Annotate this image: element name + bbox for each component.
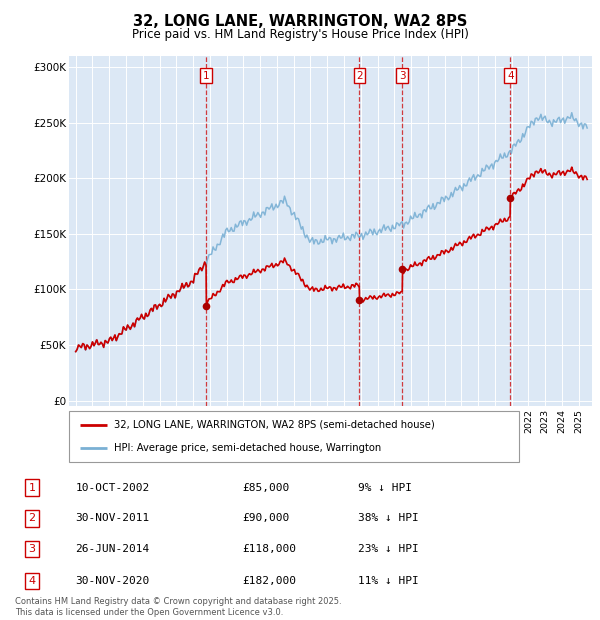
Text: 2: 2 [29, 513, 36, 523]
Text: 3: 3 [29, 544, 35, 554]
Text: 3: 3 [399, 71, 406, 81]
Text: Price paid vs. HM Land Registry's House Price Index (HPI): Price paid vs. HM Land Registry's House … [131, 28, 469, 41]
Text: 30-NOV-2020: 30-NOV-2020 [76, 576, 149, 586]
Text: 2: 2 [356, 71, 363, 81]
Text: £85,000: £85,000 [242, 482, 290, 493]
Text: 4: 4 [507, 71, 514, 81]
Text: 10-OCT-2002: 10-OCT-2002 [76, 482, 149, 493]
Text: 1: 1 [203, 71, 209, 81]
Text: 1: 1 [29, 482, 35, 493]
Text: 38% ↓ HPI: 38% ↓ HPI [358, 513, 418, 523]
Text: £90,000: £90,000 [242, 513, 290, 523]
Text: 32, LONG LANE, WARRINGTON, WA2 8PS: 32, LONG LANE, WARRINGTON, WA2 8PS [133, 14, 467, 29]
Text: £182,000: £182,000 [242, 576, 296, 586]
Text: Contains HM Land Registry data © Crown copyright and database right 2025.
This d: Contains HM Land Registry data © Crown c… [15, 598, 341, 617]
Text: £118,000: £118,000 [242, 544, 296, 554]
Text: 9% ↓ HPI: 9% ↓ HPI [358, 482, 412, 493]
Text: 30-NOV-2011: 30-NOV-2011 [76, 513, 149, 523]
Text: 26-JUN-2014: 26-JUN-2014 [76, 544, 149, 554]
Text: 4: 4 [29, 576, 36, 586]
Text: 11% ↓ HPI: 11% ↓ HPI [358, 576, 418, 586]
Text: HPI: Average price, semi-detached house, Warrington: HPI: Average price, semi-detached house,… [114, 443, 381, 453]
Text: 23% ↓ HPI: 23% ↓ HPI [358, 544, 418, 554]
Text: 32, LONG LANE, WARRINGTON, WA2 8PS (semi-detached house): 32, LONG LANE, WARRINGTON, WA2 8PS (semi… [114, 420, 435, 430]
